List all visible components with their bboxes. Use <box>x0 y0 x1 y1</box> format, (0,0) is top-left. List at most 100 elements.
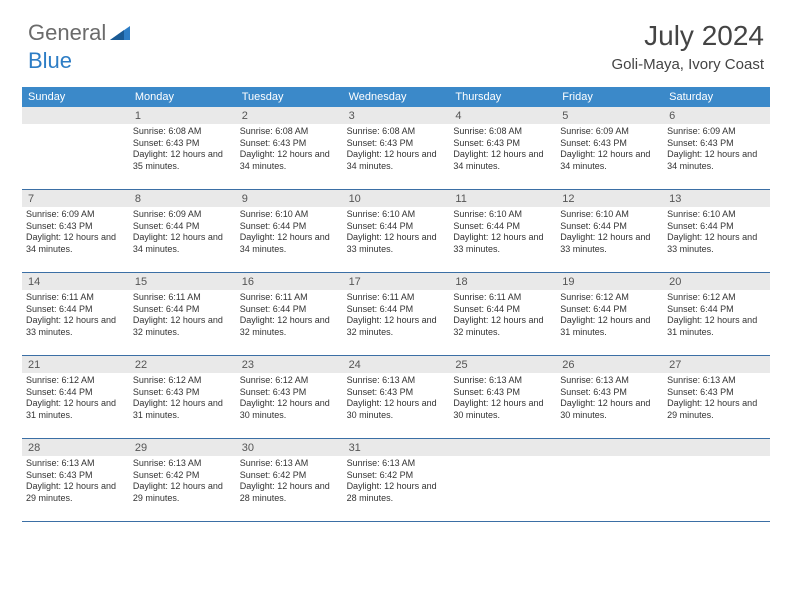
daylight-text: Daylight: 12 hours and 31 minutes. <box>560 315 659 338</box>
sunrise-text: Sunrise: 6:09 AM <box>133 209 232 221</box>
sunset-text: Sunset: 6:42 PM <box>347 470 446 482</box>
day-cell: 13Sunrise: 6:10 AMSunset: 6:44 PMDayligh… <box>663 190 770 272</box>
day-number: 23 <box>236 356 343 373</box>
day-cell: 5Sunrise: 6:09 AMSunset: 6:43 PMDaylight… <box>556 107 663 189</box>
daylight-text: Daylight: 12 hours and 34 minutes. <box>133 232 232 255</box>
logo-text-general: General <box>28 20 106 46</box>
sunset-text: Sunset: 6:43 PM <box>453 138 552 150</box>
day-number: 16 <box>236 273 343 290</box>
daylight-text: Daylight: 12 hours and 31 minutes. <box>667 315 766 338</box>
sunrise-text: Sunrise: 6:09 AM <box>560 126 659 138</box>
week-row: 21Sunrise: 6:12 AMSunset: 6:44 PMDayligh… <box>22 356 770 439</box>
sunrise-text: Sunrise: 6:11 AM <box>240 292 339 304</box>
sunrise-text: Sunrise: 6:13 AM <box>560 375 659 387</box>
daylight-text: Daylight: 12 hours and 30 minutes. <box>560 398 659 421</box>
day-cell: 7Sunrise: 6:09 AMSunset: 6:43 PMDaylight… <box>22 190 129 272</box>
day-number: 9 <box>236 190 343 207</box>
day-cell: 3Sunrise: 6:08 AMSunset: 6:43 PMDaylight… <box>343 107 450 189</box>
day-content: Sunrise: 6:08 AMSunset: 6:43 PMDaylight:… <box>129 124 236 175</box>
day-number: 15 <box>129 273 236 290</box>
weekday-friday: Friday <box>556 87 663 107</box>
daylight-text: Daylight: 12 hours and 33 minutes. <box>26 315 125 338</box>
day-cell: 18Sunrise: 6:11 AMSunset: 6:44 PMDayligh… <box>449 273 556 355</box>
daylight-text: Daylight: 12 hours and 32 minutes. <box>347 315 446 338</box>
week-row: 14Sunrise: 6:11 AMSunset: 6:44 PMDayligh… <box>22 273 770 356</box>
sunrise-text: Sunrise: 6:13 AM <box>26 458 125 470</box>
day-content: Sunrise: 6:10 AMSunset: 6:44 PMDaylight:… <box>449 207 556 258</box>
day-cell: 6Sunrise: 6:09 AMSunset: 6:43 PMDaylight… <box>663 107 770 189</box>
day-number: 17 <box>343 273 450 290</box>
day-content: Sunrise: 6:09 AMSunset: 6:43 PMDaylight:… <box>22 207 129 258</box>
sunrise-text: Sunrise: 6:09 AM <box>667 126 766 138</box>
day-cell: 20Sunrise: 6:12 AMSunset: 6:44 PMDayligh… <box>663 273 770 355</box>
week-row: 1Sunrise: 6:08 AMSunset: 6:43 PMDaylight… <box>22 107 770 190</box>
day-content: Sunrise: 6:11 AMSunset: 6:44 PMDaylight:… <box>343 290 450 341</box>
daylight-text: Daylight: 12 hours and 34 minutes. <box>667 149 766 172</box>
day-content: Sunrise: 6:13 AMSunset: 6:43 PMDaylight:… <box>663 373 770 424</box>
day-number: 4 <box>449 107 556 124</box>
sunrise-text: Sunrise: 6:11 AM <box>133 292 232 304</box>
sunrise-text: Sunrise: 6:13 AM <box>453 375 552 387</box>
day-number: 8 <box>129 190 236 207</box>
sunrise-text: Sunrise: 6:11 AM <box>347 292 446 304</box>
day-cell: 26 Sunrise: 6:13 AMSunset: 6:43 PMDayligh… <box>556 356 663 438</box>
sunrise-text: Sunrise: 6:13 AM <box>240 458 339 470</box>
day-number: 1 <box>129 107 236 124</box>
sunrise-text: Sunrise: 6:10 AM <box>667 209 766 221</box>
day-cell: 24Sunrise: 6:13 AMSunset: 6:43 PMDayligh… <box>343 356 450 438</box>
day-cell <box>556 439 663 521</box>
day-content: Sunrise: 6:10 AMSunset: 6:44 PMDaylight:… <box>343 207 450 258</box>
day-cell: 27Sunrise: 6:13 AMSunset: 6:43 PMDayligh… <box>663 356 770 438</box>
day-number: 31 <box>343 439 450 456</box>
weekday-sunday: Sunday <box>22 87 129 107</box>
daylight-text: Daylight: 12 hours and 34 minutes. <box>347 149 446 172</box>
day-content: Sunrise: 6:09 AMSunset: 6:44 PMDaylight:… <box>129 207 236 258</box>
day-cell: 10Sunrise: 6:10 AMSunset: 6:44 PMDayligh… <box>343 190 450 272</box>
day-cell: 30Sunrise: 6:13 AMSunset: 6:42 PMDayligh… <box>236 439 343 521</box>
logo: General <box>28 20 132 46</box>
sunset-text: Sunset: 6:44 PM <box>453 221 552 233</box>
day-number: 19 <box>556 273 663 290</box>
day-number <box>449 439 556 456</box>
day-content: Sunrise: 6:13 AMSunset: 6:43 PMDaylight:… <box>449 373 556 424</box>
day-content: Sunrise: 6:13 AMSunset: 6:42 PMDaylight:… <box>236 456 343 507</box>
sunset-text: Sunset: 6:44 PM <box>26 387 125 399</box>
daylight-text: Daylight: 12 hours and 35 minutes. <box>133 149 232 172</box>
day-number: 13 <box>663 190 770 207</box>
day-number: 27 <box>663 356 770 373</box>
sunrise-text: Sunrise: 6:08 AM <box>347 126 446 138</box>
daylight-text: Daylight: 12 hours and 29 minutes. <box>26 481 125 504</box>
day-content: Sunrise: 6:08 AMSunset: 6:43 PMDaylight:… <box>449 124 556 175</box>
daylight-text: Daylight: 12 hours and 33 minutes. <box>560 232 659 255</box>
daylight-text: Daylight: 12 hours and 29 minutes. <box>133 481 232 504</box>
day-number <box>556 439 663 456</box>
day-number: 20 <box>663 273 770 290</box>
sunrise-text: Sunrise: 6:13 AM <box>133 458 232 470</box>
day-cell: 19Sunrise: 6:12 AMSunset: 6:44 PMDayligh… <box>556 273 663 355</box>
daylight-text: Daylight: 12 hours and 34 minutes. <box>453 149 552 172</box>
sunrise-text: Sunrise: 6:10 AM <box>240 209 339 221</box>
daylight-text: Daylight: 12 hours and 28 minutes. <box>347 481 446 504</box>
weekday-wednesday: Wednesday <box>343 87 450 107</box>
day-content: Sunrise: 6:11 AMSunset: 6:44 PMDaylight:… <box>129 290 236 341</box>
location-label: Goli-Maya, Ivory Coast <box>611 56 764 73</box>
day-cell: 28Sunrise: 6:13 AMSunset: 6:43 PMDayligh… <box>22 439 129 521</box>
sunset-text: Sunset: 6:43 PM <box>667 387 766 399</box>
week-row: 28Sunrise: 6:13 AMSunset: 6:43 PMDayligh… <box>22 439 770 522</box>
sunrise-text: Sunrise: 6:10 AM <box>453 209 552 221</box>
sunset-text: Sunset: 6:44 PM <box>453 304 552 316</box>
day-number: 5 <box>556 107 663 124</box>
day-number: 12 <box>556 190 663 207</box>
sunrise-text: Sunrise: 6:08 AM <box>240 126 339 138</box>
sunset-text: Sunset: 6:43 PM <box>560 387 659 399</box>
day-cell: 9Sunrise: 6:10 AMSunset: 6:44 PMDaylight… <box>236 190 343 272</box>
sunset-text: Sunset: 6:44 PM <box>133 221 232 233</box>
day-number: 26 <box>556 356 663 373</box>
day-cell: 16Sunrise: 6:11 AMSunset: 6:44 PMDayligh… <box>236 273 343 355</box>
day-number <box>663 439 770 456</box>
sunrise-text: Sunrise: 6:12 AM <box>560 292 659 304</box>
day-cell: 11Sunrise: 6:10 AMSunset: 6:44 PMDayligh… <box>449 190 556 272</box>
sunset-text: Sunset: 6:44 PM <box>26 304 125 316</box>
day-cell: 4Sunrise: 6:08 AMSunset: 6:43 PMDaylight… <box>449 107 556 189</box>
day-content: Sunrise: 6:09 AMSunset: 6:43 PMDaylight:… <box>663 124 770 175</box>
